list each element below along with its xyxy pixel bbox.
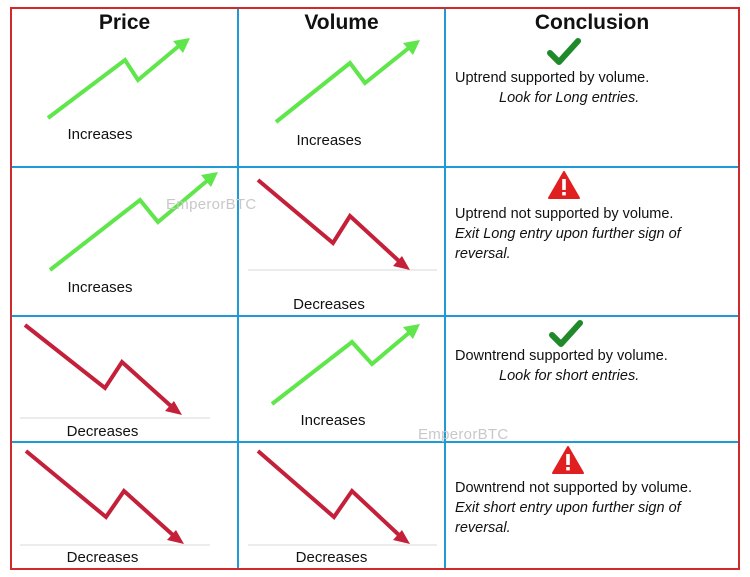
conclusion-text: Downtrend supported by volume. Look for … <box>455 346 740 386</box>
price-label: Decreases <box>66 549 139 566</box>
conclusion-advice: Exit short entry upon further sign of re… <box>455 500 681 536</box>
volume-label: Increases <box>296 132 362 149</box>
volume-label: Increases <box>300 412 366 429</box>
row-divider <box>12 166 738 168</box>
check-icon <box>549 320 583 347</box>
watermark: EmperorBTC <box>418 426 509 443</box>
conclusion-advice: Look for short entries. <box>499 368 640 384</box>
column-divider <box>237 9 239 568</box>
conclusion-line: Uptrend supported by volume. <box>455 70 650 86</box>
table-border <box>10 7 740 570</box>
row-divider <box>12 441 738 443</box>
column-divider <box>444 9 446 568</box>
warning-icon <box>552 446 584 474</box>
price-label: Increases <box>67 279 133 296</box>
conclusion-line: Uptrend not supported by volume. <box>455 206 674 222</box>
header-price: Price <box>98 11 151 34</box>
row-divider <box>12 315 738 317</box>
conclusion-advice: Exit Long entry upon further sign of rev… <box>455 226 681 262</box>
check-icon <box>547 38 581 65</box>
price-label: Decreases <box>66 423 139 440</box>
conclusion-text: Uptrend not supported by volume. Exit Lo… <box>455 204 740 264</box>
conclusion-line: Downtrend not supported by volume. <box>455 480 692 496</box>
header-volume: Volume <box>304 11 379 34</box>
conclusion-line: Downtrend supported by volume. <box>455 348 668 364</box>
conclusion-advice: Look for Long entries. <box>499 90 640 106</box>
watermark: EmperorBTC <box>166 196 257 213</box>
price-label: Increases <box>67 126 133 143</box>
conclusion-text: Uptrend supported by volume. Look for Lo… <box>455 68 740 108</box>
conclusion-text: Downtrend not supported by volume. Exit … <box>455 478 740 538</box>
volume-label: Decreases <box>295 549 368 566</box>
volume-label: Decreases <box>293 296 365 313</box>
header-conclusion: Conclusion <box>534 11 650 34</box>
warning-icon <box>548 171 580 199</box>
